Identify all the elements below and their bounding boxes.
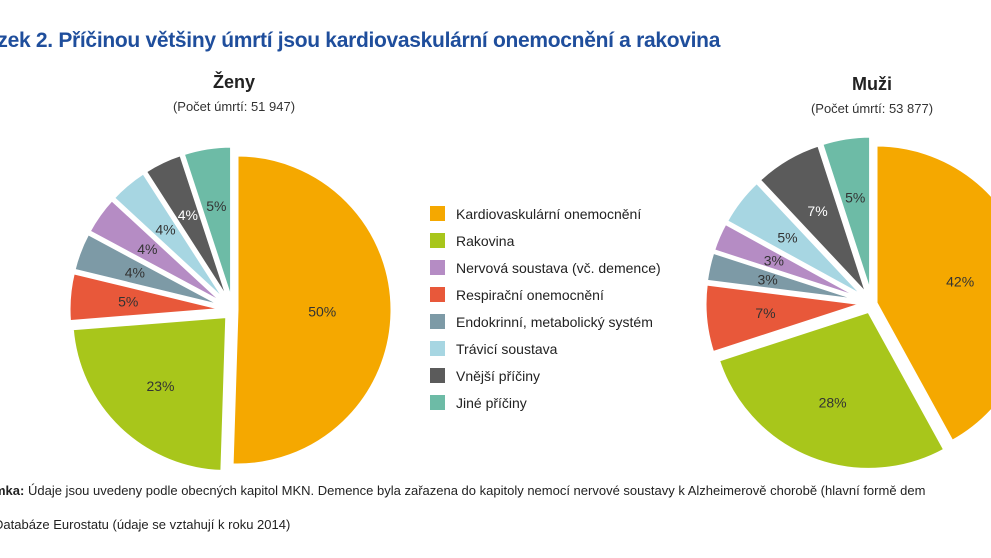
legend-swatch: [430, 287, 445, 302]
pie-slice: [757, 143, 869, 297]
pie-slice: [703, 282, 864, 355]
pie-slice: [230, 153, 394, 467]
pie-slice-label: 3%: [757, 272, 777, 288]
chart-subtitle-muzi: (Počet úmrtí: 53 877): [810, 101, 934, 116]
chart-note: mka: Údaje jsou uvedeny podle obecných k…: [0, 483, 925, 498]
legend-item: Vnější příčiny: [430, 362, 661, 389]
pie-slice: [70, 314, 229, 473]
legend-label: Nervová soustava (vč. demence): [456, 259, 661, 276]
chart-subtitle-zeny: (Počet úmrtí: 51 947): [172, 99, 296, 114]
page-title: ázek 2. Příčinou většiny úmrtí jsou kard…: [0, 29, 721, 52]
legend-item: Nervová soustava (vč. demence): [430, 254, 661, 281]
pie-slice-label: 4%: [155, 221, 175, 237]
legend-swatch: [430, 368, 445, 383]
legend-item: Rakovina: [430, 227, 661, 254]
pie-slice: [724, 180, 866, 299]
chart-source: Databáze Eurostatu (údaje se vztahují k …: [0, 517, 291, 532]
legend-swatch: [430, 206, 445, 221]
pie-slice-label: 4%: [178, 207, 198, 223]
pie-slice-label: 5%: [777, 229, 797, 245]
pie-slice: [67, 270, 225, 324]
pie-slice-label: 4%: [125, 264, 145, 280]
note-text: Údaje jsou uvedeny podle obecných kapito…: [24, 483, 926, 498]
pie-slice: [72, 231, 226, 309]
pie-slice-label: 5%: [206, 198, 226, 214]
legend-item: Respirační onemocnění: [430, 281, 661, 308]
legend-label: Jiné příčiny: [456, 394, 527, 411]
legend-swatch: [430, 314, 445, 329]
legend-label: Respirační onemocnění: [456, 286, 604, 303]
legend-swatch: [430, 341, 445, 356]
legend-swatch: [430, 260, 445, 275]
pie-slice: [143, 152, 231, 303]
legend-item: Trávicí soustava: [430, 335, 661, 362]
legend-label: Rakovina: [456, 232, 515, 249]
pie-slice: [181, 144, 234, 302]
pie-slice-label: 7%: [807, 203, 827, 219]
pie-slice-label: 28%: [819, 394, 847, 410]
note-label: mka:: [0, 483, 25, 498]
pie-slice-label: 7%: [755, 305, 775, 321]
legend-swatch: [430, 395, 445, 410]
pie-slice-label: 42%: [946, 273, 974, 289]
chart-title-muzi: Muži: [852, 74, 892, 94]
legend: Kardiovaskulární onemocnění Rakovina Nervo…: [430, 200, 661, 416]
pie-slice: [716, 309, 947, 471]
legend-label: Endokrinní, metabolický systém: [456, 313, 653, 330]
chart-title-zeny: Ženy: [212, 72, 255, 92]
pie-slice: [704, 250, 864, 303]
pie-slice-label: 50%: [308, 303, 336, 319]
legend-item: Endokrinní, metabolický systém: [430, 308, 661, 335]
legend-item: Jiné příčiny: [430, 389, 661, 416]
legend-swatch: [430, 233, 445, 248]
pie-slice-label: 5%: [118, 294, 138, 310]
legend-item: Kardiovaskulární onemocnění: [430, 200, 661, 227]
pie-slice: [111, 170, 229, 305]
pie-slice-label: 4%: [137, 241, 157, 257]
legend-label: Trávicí soustava: [456, 340, 558, 357]
pie-slice-label: 3%: [764, 253, 784, 269]
legend-label: Vnější příčiny: [456, 367, 541, 384]
pie-slice: [87, 197, 227, 307]
pie-slice: [711, 221, 865, 301]
pie-slice: [874, 143, 991, 444]
legend-label: Kardiovaskulární onemocnění: [456, 205, 642, 222]
pie-slice-label: 23%: [146, 378, 174, 394]
pie-slice: [819, 134, 873, 295]
pie-slice-label: 5%: [845, 189, 865, 205]
